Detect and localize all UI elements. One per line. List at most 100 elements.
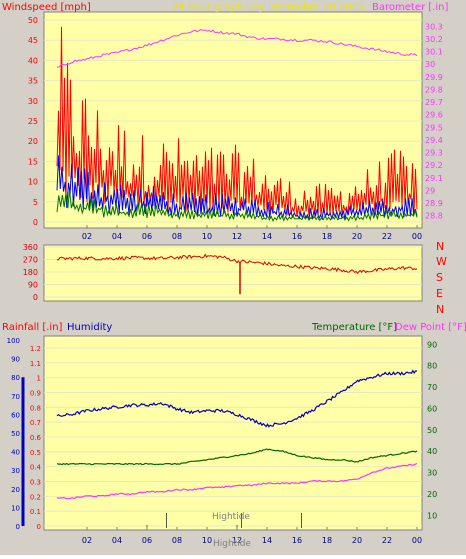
climate-x-tick-label: 16	[292, 536, 302, 545]
climate-panel	[43, 335, 423, 531]
barometer-y-tick-label: 30	[425, 60, 435, 69]
barometer-y-tick-label: 30.2	[425, 35, 443, 44]
hightide-label-bottom: Hightide	[213, 539, 251, 549]
wind-y-tick-label: 20	[28, 137, 38, 146]
humidity-y-tick-label: 80	[11, 374, 20, 382]
direction-y-tick-label: 0	[33, 293, 38, 302]
rain-y-tick-label: 1	[37, 375, 41, 383]
dir-label-e: E	[436, 287, 443, 300]
climate-x-tick-label: 06	[142, 536, 152, 545]
wind-y-tick-label: 10	[28, 178, 38, 187]
barometer-y-tick-label: 28.9	[425, 199, 443, 208]
wind-x-tick-label: 20	[352, 232, 362, 241]
barometer-y-tick-label: 28.8	[425, 212, 443, 221]
wind-x-tick-label: 06	[142, 232, 152, 241]
climate-x-tick-label: 00	[412, 536, 422, 545]
wind-x-tick-label: 04	[112, 232, 122, 241]
temperature-y-tick-label: 60	[427, 404, 437, 413]
humidity-y-tick-label: 50	[11, 430, 20, 438]
wind-y-tick-label: 0	[33, 218, 38, 227]
wind-x-tick-label: 02	[82, 232, 92, 241]
wind-y-tick-label: 50	[28, 16, 38, 25]
windspeed-label: Windspeed [mph]	[2, 2, 91, 13]
wind-x-tick-label: 22	[382, 232, 392, 241]
wind-x-tick-label: 00	[412, 232, 422, 241]
climate-x-tick-label: 20	[352, 536, 362, 545]
humidity-y-tick-label: 70	[11, 393, 20, 401]
humidity-y-tick-label: 40	[11, 449, 20, 457]
wind-y-tick-label: 45	[28, 36, 38, 45]
barometer-y-tick-label: 29.7	[425, 98, 443, 107]
rainfall-label: Rainfall [.in]	[2, 322, 63, 333]
humidity-label: Humidity	[67, 322, 112, 333]
direction-y-tick-label: 270	[23, 256, 38, 265]
temperature-y-tick-label: 40	[427, 447, 437, 456]
dir-label-n-bottom: N	[436, 303, 444, 316]
humidity-y-tick-label: 60	[11, 411, 20, 419]
barometer-y-tick-label: 29.8	[425, 85, 443, 94]
temperature-y-tick-label: 30	[427, 469, 437, 478]
direction-y-tick-label: 180	[23, 268, 38, 277]
rain-y-tick-label: 0.3	[30, 479, 41, 487]
wind-y-tick-label: 25	[28, 117, 38, 126]
humidity-y-tick-label: 90	[11, 356, 20, 364]
barometer-y-tick-label: 30.3	[425, 22, 443, 31]
graph-title: 24 hour graph day December 20 2025	[172, 2, 364, 13]
barometer-y-tick-label: 29.6	[425, 111, 443, 120]
direction-panel	[43, 244, 423, 302]
wind-panel	[43, 11, 423, 229]
dir-label-s: S	[436, 271, 443, 284]
rain-y-tick-label: 0.6	[30, 434, 42, 442]
barometer-y-tick-label: 29.3	[425, 149, 443, 158]
rain-y-tick-label: 0.4	[30, 464, 42, 472]
humidity-y-tick-label: 10	[11, 504, 20, 512]
min-wind-series-line	[56, 189, 418, 222]
direction-series-line	[56, 253, 418, 275]
temperature-y-tick-label: 20	[427, 490, 437, 499]
barometer-y-tick-label: 29.1	[425, 174, 443, 183]
dewpoint-series-line	[56, 462, 418, 500]
climate-x-tick-label: 18	[322, 536, 332, 545]
temperature-y-tick-label: 80	[427, 362, 437, 371]
climate-x-tick-label: 08	[172, 536, 182, 545]
rain-y-tick-label: 0	[37, 523, 41, 531]
wind-y-tick-label: 30	[28, 97, 38, 106]
humidity-series-line	[56, 369, 418, 428]
temperature-series-line	[56, 448, 418, 466]
rain-y-tick-label: 0.7	[30, 419, 41, 427]
barometer-series-line	[56, 28, 418, 68]
dir-label-w: W	[436, 255, 447, 268]
climate-x-tick-label: 14	[262, 536, 272, 545]
direction-y-tick-label: 360	[23, 243, 38, 252]
barometer-y-tick-label: 30.1	[425, 48, 443, 57]
temperature-label: Temperature [°F]	[311, 322, 397, 333]
wind-x-tick-label: 12	[232, 232, 242, 241]
dir-label-n-top: N	[436, 240, 444, 253]
barometer-y-tick-label: 29	[425, 186, 435, 195]
barometer-y-tick-label: 29.4	[425, 136, 443, 145]
climate-x-tick-label: 22	[382, 536, 392, 545]
wind-x-tick-label: 10	[202, 232, 212, 241]
humidity-y-tick-label: 30	[11, 467, 20, 475]
wind-x-tick-label: 18	[322, 232, 332, 241]
rain-y-tick-label: 1.2	[30, 345, 41, 353]
wind-x-tick-label: 08	[172, 232, 182, 241]
rain-y-tick-label: 0.5	[30, 449, 41, 457]
wind-y-tick-label: 5	[33, 198, 38, 207]
climate-x-tick-label: 12	[232, 536, 242, 545]
rain-y-tick-label: 1.1	[30, 360, 41, 368]
rain-y-tick-label: 0.8	[30, 404, 41, 412]
wind-x-tick-label: 16	[292, 232, 302, 241]
humidity-y-tick-label: 20	[11, 486, 20, 494]
wind-y-tick-label: 40	[28, 56, 38, 65]
barometer-y-tick-label: 29.2	[425, 161, 443, 170]
climate-x-tick-label: 04	[112, 536, 122, 545]
direction-y-tick-label: 90	[28, 281, 38, 290]
wind-x-tick-label: 14	[262, 232, 272, 241]
temperature-y-tick-label: 70	[427, 383, 437, 392]
temperature-y-tick-label: 10	[427, 511, 437, 520]
climate-x-tick-label: 02	[82, 536, 92, 545]
humidity-y-tick-label: 0	[16, 523, 20, 531]
